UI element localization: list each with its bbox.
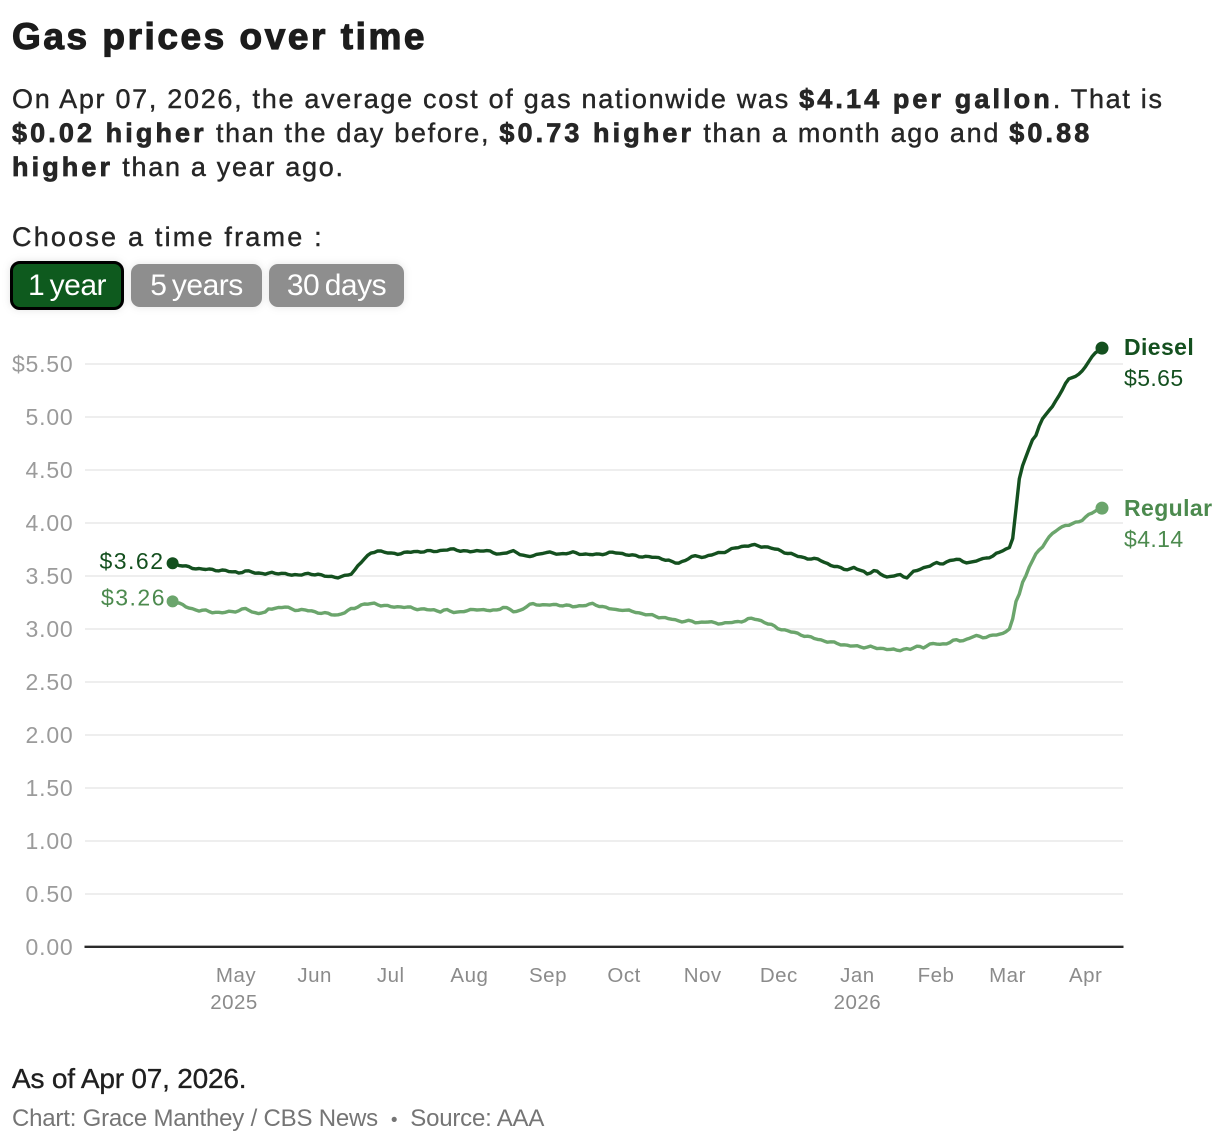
svg-text:$5.65: $5.65: [1124, 365, 1184, 391]
svg-text:Jan: Jan: [840, 964, 875, 987]
svg-text:2.00: 2.00: [26, 722, 74, 748]
svg-text:4.00: 4.00: [26, 510, 74, 536]
svg-text:5.00: 5.00: [26, 404, 74, 430]
svg-text:3.50: 3.50: [26, 563, 74, 589]
svg-text:Aug: Aug: [450, 964, 488, 987]
svg-text:Mar: Mar: [989, 964, 1026, 987]
svg-text:1.50: 1.50: [26, 775, 74, 801]
svg-text:2026: 2026: [834, 991, 882, 1014]
svg-text:$3.62: $3.62: [99, 548, 164, 574]
svg-text:0.00: 0.00: [26, 934, 74, 960]
svg-text:Feb: Feb: [918, 964, 955, 987]
svg-text:4.50: 4.50: [26, 457, 74, 483]
svg-text:$4.14: $4.14: [1124, 526, 1184, 552]
svg-text:Regular: Regular: [1124, 495, 1212, 521]
svg-text:Apr: Apr: [1069, 964, 1102, 987]
svg-text:1.00: 1.00: [26, 828, 74, 854]
svg-text:3.00: 3.00: [26, 616, 74, 642]
svg-text:Jul: Jul: [377, 964, 405, 987]
svg-text:May: May: [216, 964, 256, 987]
svg-text:Sep: Sep: [529, 964, 567, 987]
svg-text:Dec: Dec: [760, 964, 798, 987]
svg-text:Diesel: Diesel: [1124, 334, 1194, 360]
svg-text:$5.50: $5.50: [12, 351, 74, 377]
svg-text:2.50: 2.50: [26, 669, 74, 695]
svg-text:2025: 2025: [210, 991, 258, 1014]
svg-text:Jun: Jun: [297, 964, 332, 987]
svg-text:$3.26: $3.26: [101, 585, 166, 611]
svg-text:Nov: Nov: [684, 964, 722, 987]
svg-text:Oct: Oct: [607, 964, 640, 987]
svg-text:0.50: 0.50: [26, 881, 74, 907]
